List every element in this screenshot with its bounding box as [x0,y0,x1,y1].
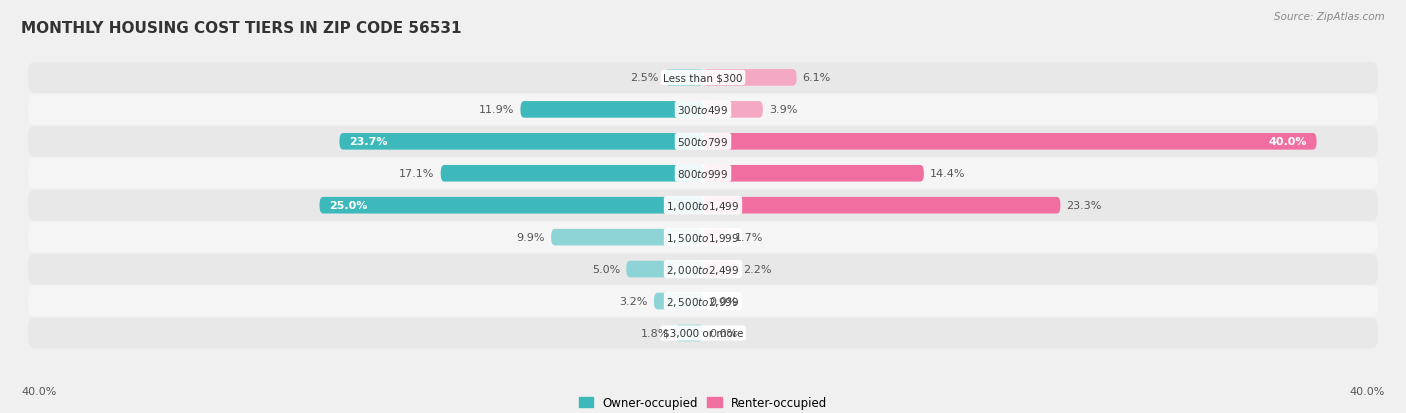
Text: 5.0%: 5.0% [592,264,620,274]
Text: 17.1%: 17.1% [399,169,434,179]
FancyBboxPatch shape [703,229,730,246]
Text: 14.4%: 14.4% [929,169,966,179]
FancyBboxPatch shape [551,229,703,246]
FancyBboxPatch shape [703,197,1060,214]
FancyBboxPatch shape [28,318,1378,349]
FancyBboxPatch shape [675,325,703,342]
FancyBboxPatch shape [28,95,1378,126]
Text: 6.1%: 6.1% [803,73,831,83]
FancyBboxPatch shape [703,261,737,278]
Text: $800 to $999: $800 to $999 [678,168,728,180]
Text: 2.5%: 2.5% [630,73,658,83]
Text: $2,000 to $2,499: $2,000 to $2,499 [666,263,740,276]
Text: $300 to $499: $300 to $499 [678,104,728,116]
FancyBboxPatch shape [339,134,703,150]
Text: 23.7%: 23.7% [349,137,387,147]
Text: 40.0%: 40.0% [1350,387,1385,396]
FancyBboxPatch shape [703,166,924,182]
Text: $2,500 to $2,999: $2,500 to $2,999 [666,295,740,308]
Text: Source: ZipAtlas.com: Source: ZipAtlas.com [1274,12,1385,22]
Text: 3.2%: 3.2% [620,296,648,306]
FancyBboxPatch shape [319,197,703,214]
Text: 2.2%: 2.2% [742,264,772,274]
Text: 40.0%: 40.0% [21,387,56,396]
Text: 23.3%: 23.3% [1067,201,1102,211]
Text: 11.9%: 11.9% [479,105,515,115]
Text: 0.0%: 0.0% [709,328,737,338]
FancyBboxPatch shape [703,134,1316,150]
FancyBboxPatch shape [440,166,703,182]
FancyBboxPatch shape [703,70,797,87]
Text: 40.0%: 40.0% [1268,137,1308,147]
Text: $1,500 to $1,999: $1,500 to $1,999 [666,231,740,244]
Text: 9.9%: 9.9% [516,233,546,242]
FancyBboxPatch shape [654,293,703,310]
Text: 1.7%: 1.7% [735,233,763,242]
FancyBboxPatch shape [28,286,1378,317]
FancyBboxPatch shape [28,222,1378,253]
Text: $3,000 or more: $3,000 or more [662,328,744,338]
FancyBboxPatch shape [520,102,703,119]
Text: 3.9%: 3.9% [769,105,797,115]
Text: 1.8%: 1.8% [641,328,669,338]
Text: Less than $300: Less than $300 [664,73,742,83]
FancyBboxPatch shape [28,190,1378,221]
Text: 0.0%: 0.0% [709,296,737,306]
FancyBboxPatch shape [626,261,703,278]
FancyBboxPatch shape [28,127,1378,157]
Text: $500 to $799: $500 to $799 [678,136,728,148]
FancyBboxPatch shape [28,159,1378,189]
FancyBboxPatch shape [28,254,1378,285]
FancyBboxPatch shape [665,70,703,87]
Text: 25.0%: 25.0% [329,201,367,211]
Text: $1,000 to $1,499: $1,000 to $1,499 [666,199,740,212]
Text: MONTHLY HOUSING COST TIERS IN ZIP CODE 56531: MONTHLY HOUSING COST TIERS IN ZIP CODE 5… [21,21,461,36]
FancyBboxPatch shape [28,63,1378,93]
FancyBboxPatch shape [703,102,763,119]
Legend: Owner-occupied, Renter-occupied: Owner-occupied, Renter-occupied [574,392,832,413]
